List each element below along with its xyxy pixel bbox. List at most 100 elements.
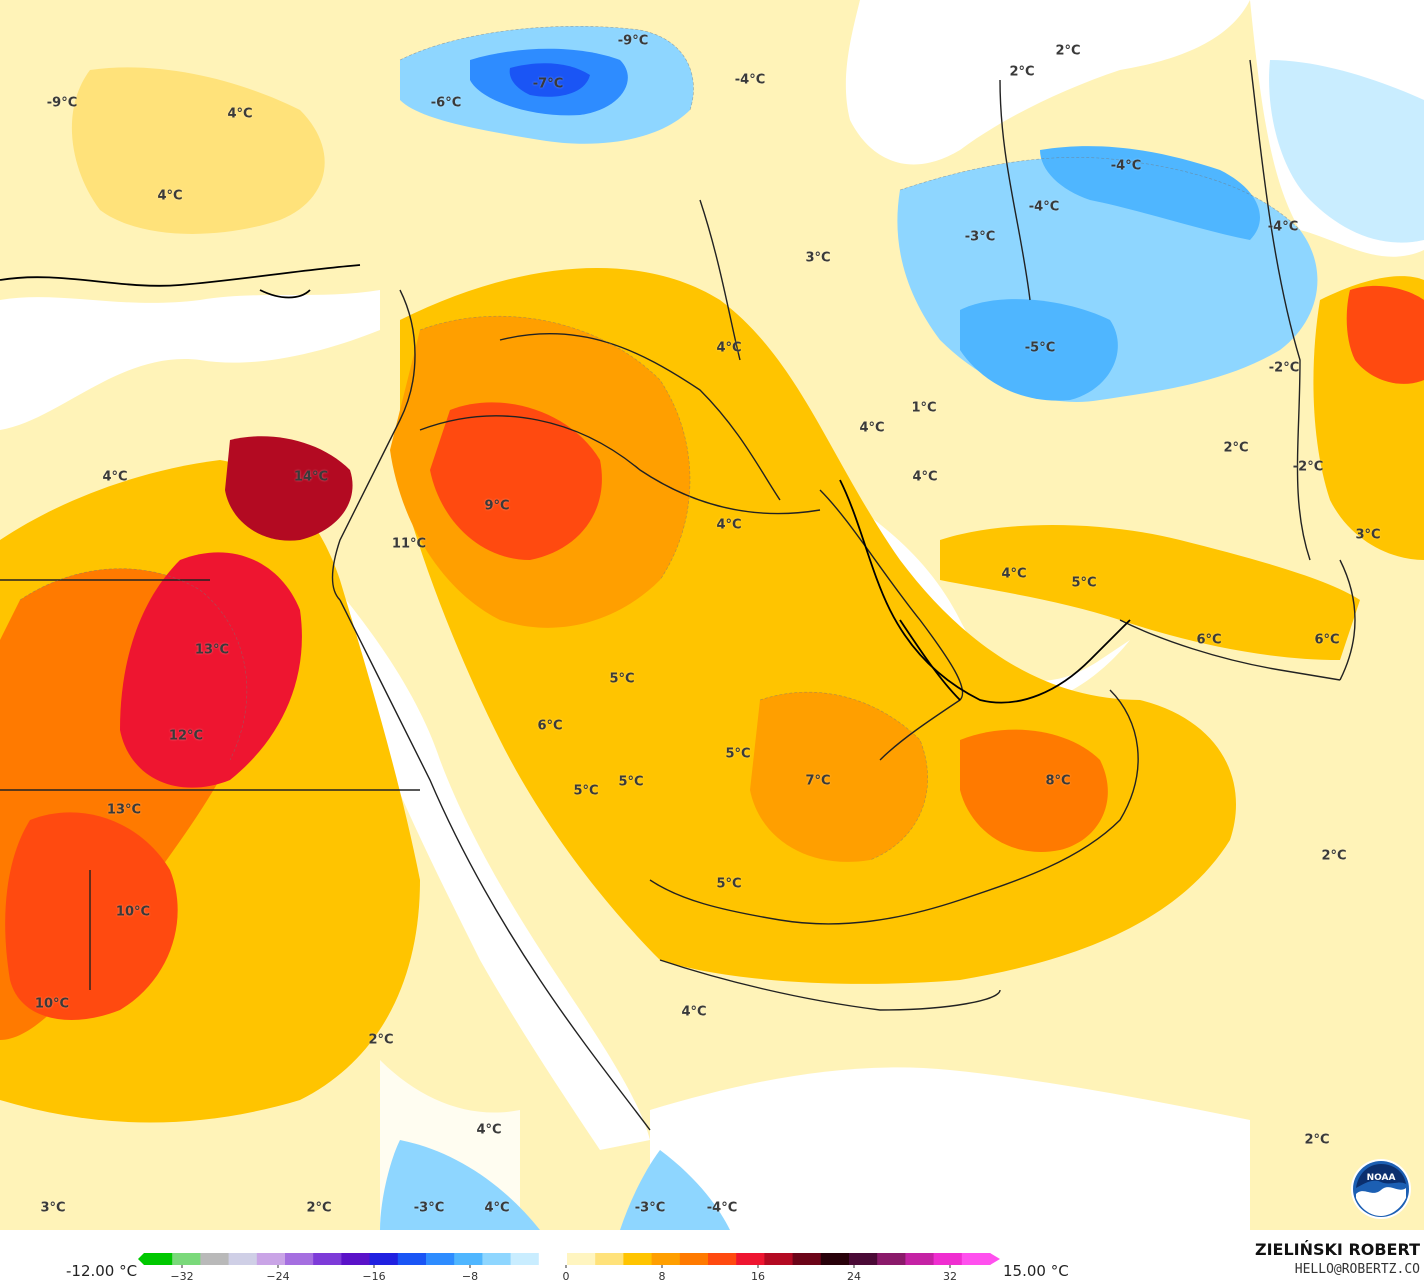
colorbar: −32 −24 −16 −8 0 8 16 24 32 — [138, 1253, 1000, 1283]
colorbar-segment — [623, 1253, 653, 1265]
temperature-label: -2°C — [1268, 360, 1300, 376]
colorbar-segment — [595, 1253, 624, 1265]
temperature-label: 4°C — [227, 106, 253, 122]
temperature-label: 4°C — [157, 188, 183, 204]
hot-area-sudan — [5, 812, 178, 1020]
temperature-label: -4°C — [706, 1200, 738, 1216]
mediterranean-sea — [0, 290, 380, 430]
colorbar-segment — [538, 1253, 568, 1265]
country-borders — [0, 59, 1356, 1131]
temperature-label: 9°C — [484, 498, 510, 514]
colorbar-segment — [369, 1253, 399, 1265]
temperature-label: 12°C — [168, 728, 204, 744]
temperature-label: 4°C — [476, 1122, 502, 1138]
temperature-label: -9°C — [46, 95, 78, 111]
scale-min-label: -12.00 °C — [66, 1262, 138, 1280]
noaa-logo: NOAA — [1351, 1159, 1411, 1219]
author-email[interactable]: HELLO@ROBERTZ.CO — [1294, 1262, 1420, 1277]
temperature-label: 2°C — [1223, 440, 1249, 456]
temperature-label: 4°C — [484, 1200, 510, 1216]
colorbar-segment — [905, 1253, 935, 1265]
temperature-label: 7°C — [805, 773, 831, 789]
temperature-map: -9°C -7°C -6°C -4°C -9°C 4°C 4°C 2°C 2°C -4°C -4°C… — [0, 0, 1424, 1230]
temperature-label: 4°C — [716, 517, 742, 533]
colorbar-segment — [679, 1253, 709, 1265]
temperature-label: 13°C — [194, 642, 230, 658]
temperature-label: -2°C — [1292, 459, 1324, 475]
temperature-label: 11°C — [391, 536, 427, 552]
cold-area-east — [1269, 60, 1424, 243]
cold-area-north-iran — [1040, 146, 1260, 240]
colorbar-segment — [708, 1253, 737, 1265]
cold-core-iran — [960, 299, 1118, 401]
colorbar-segment — [877, 1253, 906, 1265]
colorbar-tick-label: 24 — [847, 1270, 861, 1283]
colorbar-segment — [228, 1253, 258, 1265]
colorbar-segment — [764, 1253, 794, 1265]
temperature-label: 2°C — [1321, 848, 1347, 864]
map-canvas — [0, 0, 1424, 1230]
temperature-label: 4°C — [859, 420, 885, 436]
colorbar-segment — [849, 1253, 878, 1265]
temperature-label: 6°C — [1196, 632, 1222, 648]
colorbar-segment — [454, 1253, 483, 1265]
temperature-label: -4°C — [1267, 219, 1299, 235]
hot-area-egypt — [120, 552, 302, 788]
cold-area-socotra — [620, 1150, 730, 1230]
arabian-sea-white — [650, 1067, 1250, 1230]
hot-area-empty-quarter — [750, 692, 928, 862]
temperature-label: -3°C — [634, 1200, 666, 1216]
temperature-label: -7°C — [532, 76, 564, 92]
colorbar-segment — [256, 1253, 286, 1265]
colorbar-tick-label: 0 — [563, 1270, 570, 1283]
colorbar-tick-label: −32 — [170, 1270, 193, 1283]
temperature-label: 10°C — [115, 904, 151, 920]
temperature-label: 4°C — [912, 469, 938, 485]
temperature-label: 1°C — [911, 400, 937, 416]
colorbar-tick-label: 32 — [943, 1270, 957, 1283]
colorbar-segment — [510, 1253, 540, 1265]
red-sea-white — [330, 580, 650, 1150]
temperature-label: 4°C — [1001, 566, 1027, 582]
temperature-label: 14°C — [293, 469, 329, 485]
temperature-label: 5°C — [573, 783, 599, 799]
temperature-label: -4°C — [1110, 158, 1142, 174]
colorbar-tick-label: −16 — [362, 1270, 385, 1283]
colorbar-segment — [736, 1253, 765, 1265]
colorbar-segment — [651, 1253, 681, 1265]
colorbar-tick-label: −8 — [462, 1270, 478, 1283]
colorbar-segment — [792, 1253, 822, 1265]
temperature-label: 4°C — [102, 469, 128, 485]
temperature-label: 13°C — [106, 802, 142, 818]
white-area-north-east — [845, 0, 1250, 165]
colorbar-tick-label: 8 — [659, 1270, 666, 1283]
temperature-label: 2°C — [368, 1032, 394, 1048]
colorbar-segment — [933, 1253, 963, 1265]
colorbar-segment — [426, 1253, 455, 1265]
colorbar-segment — [397, 1253, 427, 1265]
hot-area-pakistan — [1346, 285, 1424, 384]
hot-area-oman — [960, 729, 1108, 852]
temperature-label: 6°C — [1314, 632, 1340, 648]
temperature-label: 5°C — [725, 746, 751, 762]
noaa-logo-text: NOAA — [1367, 1173, 1396, 1183]
temperature-label: 5°C — [1071, 575, 1097, 591]
hot-area-arabia-core — [430, 402, 602, 560]
cold-core-turkey-inner — [509, 63, 590, 97]
colorbar-segment — [200, 1253, 230, 1265]
colorbar-left-arrow — [138, 1253, 144, 1265]
temperature-label: -3°C — [413, 1200, 445, 1216]
temperature-label: -5°C — [1024, 340, 1056, 356]
contour-lines — [19, 25, 1301, 861]
colorbar-segment — [313, 1253, 342, 1265]
colorbar-segment — [341, 1253, 371, 1265]
author-name: ZIELIŃSKI ROBERT — [1254, 1240, 1420, 1259]
temperature-label: 6°C — [537, 718, 563, 734]
colorbar-segment — [567, 1253, 596, 1265]
temperature-label: -6°C — [430, 95, 462, 111]
temperature-label: -4°C — [734, 72, 766, 88]
temperature-label: 8°C — [1045, 773, 1071, 789]
temperature-label: 2°C — [306, 1200, 332, 1216]
colorbar-right-arrow — [990, 1253, 1000, 1265]
warm-area-turkey — [71, 67, 325, 234]
